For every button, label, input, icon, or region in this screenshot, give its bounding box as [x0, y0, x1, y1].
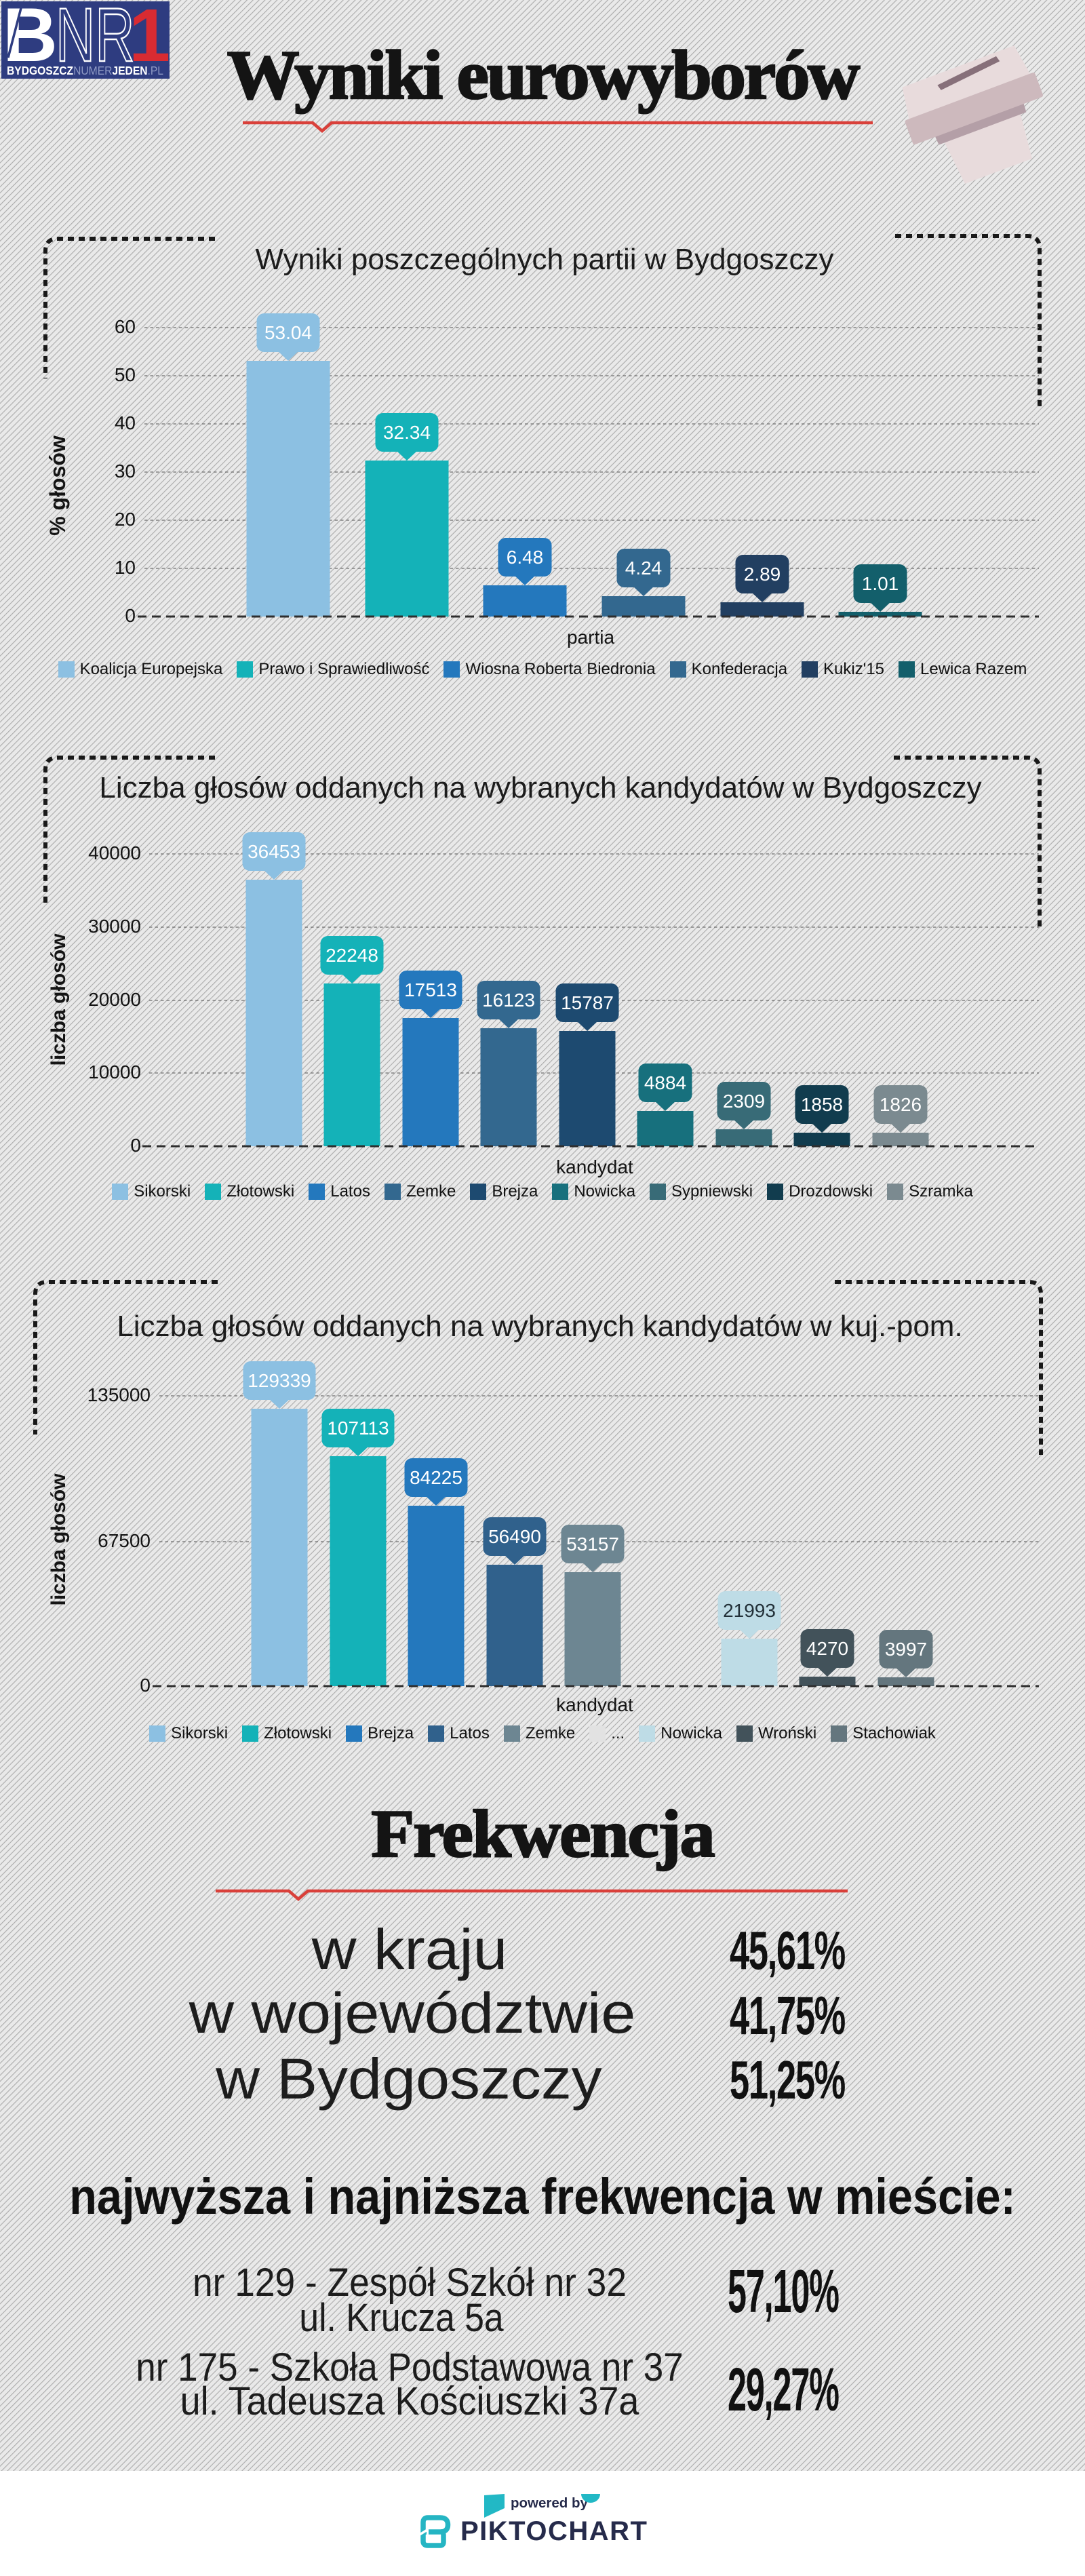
svg-text:30000: 30000	[88, 916, 141, 937]
svg-text:1.01: 1.01	[862, 573, 899, 594]
svg-text:BYDGOSZCZNUMERJEDEN.PL: BYDGOSZCZNUMERJEDEN.PL	[7, 64, 163, 77]
svg-text:40000: 40000	[88, 842, 141, 863]
svg-text:3997: 3997	[885, 1639, 927, 1660]
svg-text:10000: 10000	[88, 1061, 141, 1082]
svg-text:129339: 129339	[248, 1370, 311, 1391]
svg-text:liczba głosów: liczba głosów	[47, 933, 70, 1066]
svg-text:1826: 1826	[880, 1094, 922, 1115]
svg-text:Liczba głosów oddanych na wybr: Liczba głosów oddanych na wybranych kand…	[99, 771, 981, 804]
svg-text:2309: 2309	[723, 1091, 765, 1112]
svg-text:powered by: powered by	[511, 2495, 589, 2511]
svg-text:36453: 36453	[248, 841, 300, 862]
svg-text:17513: 17513	[404, 979, 457, 1000]
svg-text:4884: 4884	[644, 1072, 686, 1093]
svg-text:0: 0	[140, 1675, 151, 1696]
svg-text:107113: 107113	[327, 1418, 389, 1439]
svg-text:56490: 56490	[488, 1526, 541, 1547]
svg-text:67500: 67500	[98, 1530, 151, 1551]
svg-text:40: 40	[115, 412, 136, 433]
svg-text:15787: 15787	[561, 992, 614, 1013]
svg-text:2.89: 2.89	[744, 564, 781, 585]
svg-text:135000: 135000	[87, 1384, 151, 1405]
svg-text:16123: 16123	[482, 990, 535, 1011]
svg-text:22248: 22248	[326, 945, 378, 966]
svg-text:kandydat: kandydat	[556, 1694, 633, 1715]
svg-text:1: 1	[129, 1, 170, 77]
svg-text:32.34: 32.34	[383, 422, 431, 443]
svg-text:0: 0	[125, 605, 136, 626]
svg-text:53157: 53157	[566, 1534, 619, 1555]
svg-text:4270: 4270	[806, 1638, 848, 1659]
svg-text:NR: NR	[56, 1, 134, 77]
svg-text:53.04: 53.04	[264, 322, 312, 343]
svg-text:PIKTOCHART: PIKTOCHART	[460, 2516, 648, 2546]
svg-text:30: 30	[115, 461, 136, 482]
svg-text:4.24: 4.24	[625, 558, 663, 579]
svg-text:21993: 21993	[723, 1600, 776, 1621]
svg-text:60: 60	[115, 316, 136, 337]
svg-text:Liczba głosów oddanych na wybr: Liczba głosów oddanych na wybranych kand…	[117, 1310, 962, 1343]
svg-text:liczba głosów: liczba głosów	[47, 1473, 70, 1606]
svg-text:kandydat: kandydat	[556, 1156, 633, 1177]
svg-text:84225: 84225	[410, 1467, 462, 1488]
svg-text:1858: 1858	[801, 1094, 843, 1115]
svg-text:0: 0	[130, 1135, 141, 1156]
svg-text:20: 20	[115, 509, 136, 530]
svg-text:20000: 20000	[88, 989, 141, 1010]
svg-text:Wyniki poszczególnych partii w: Wyniki poszczególnych partii w Bydgoszcz…	[255, 243, 833, 276]
svg-text:10: 10	[115, 557, 136, 578]
svg-text:6.48: 6.48	[507, 547, 544, 568]
svg-text:partia: partia	[567, 627, 614, 648]
svg-text:50: 50	[115, 364, 136, 385]
svg-text:% głosów: % głosów	[45, 435, 70, 536]
